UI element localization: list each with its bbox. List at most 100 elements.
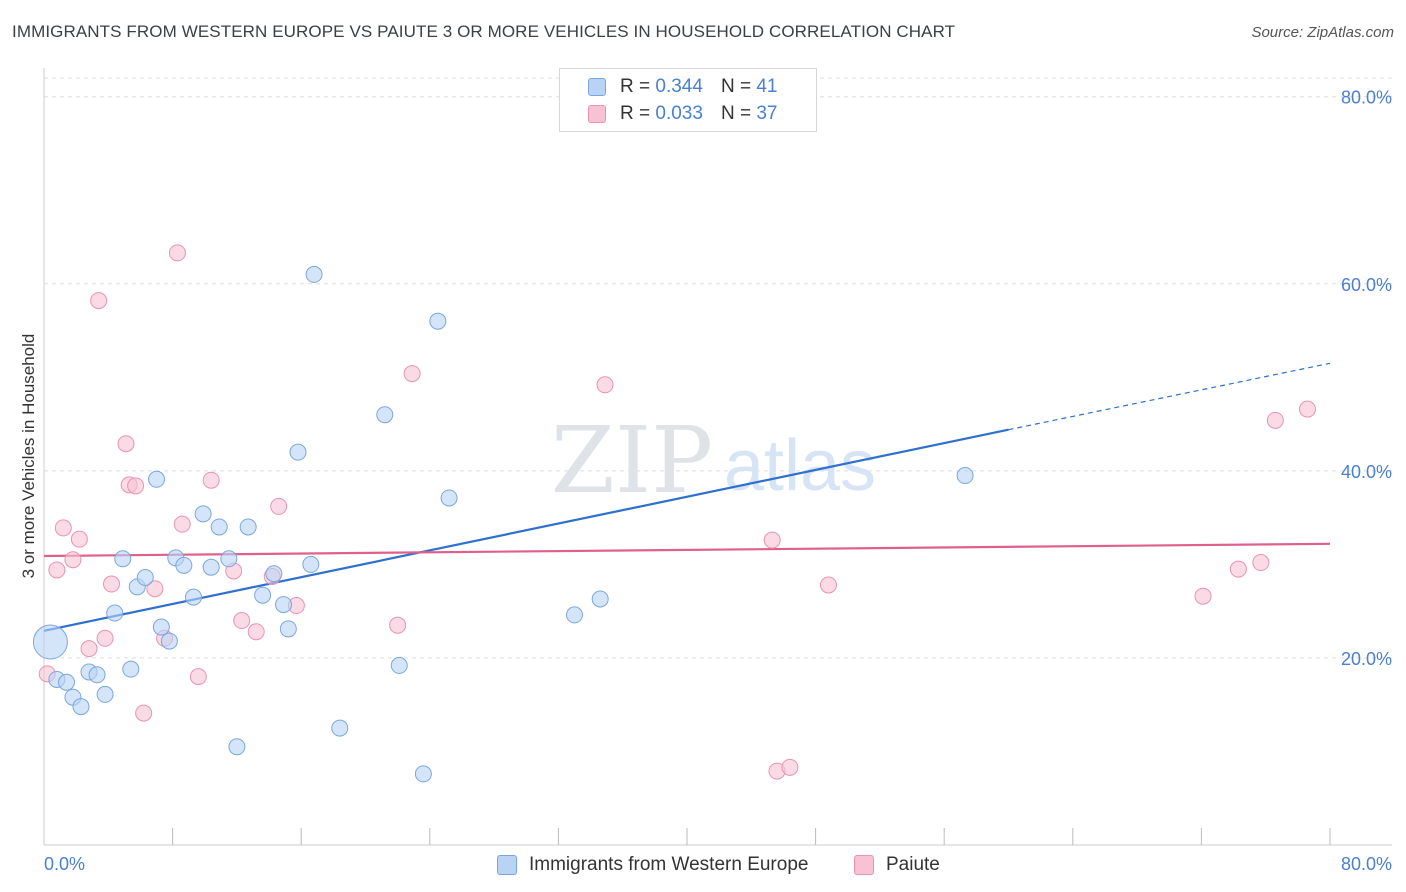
data-point-western-europe [58,673,76,691]
data-point-paiute [781,758,799,776]
data-point-western-europe [376,406,394,424]
data-point-western-europe [96,685,114,703]
legend-r-value: 0.033 [655,103,703,124]
data-point-western-europe [136,568,154,586]
data-point-paiute [763,531,781,549]
data-point-western-europe [106,604,124,622]
data-point-western-europe [565,606,583,624]
data-point-paiute [1229,560,1247,578]
data-point-western-europe [390,656,408,674]
bottom-legend-series1: Immigrants from Western Europe [497,852,808,878]
data-point-western-europe [194,505,212,523]
data-point-paiute [819,576,837,594]
data-point-western-europe [175,556,193,574]
trend-lines [43,362,1331,632]
data-point-paiute [64,551,82,569]
watermark: ZIP atlas [551,407,876,514]
data-point-western-europe [414,765,432,783]
bottom-legend-label-series1: Immigrants from Western Europe [529,854,809,875]
data-point-paiute [117,435,135,453]
trend-line-series2 [43,542,1331,558]
data-point-paiute [403,365,421,383]
data-point-paiute [247,623,265,641]
watermark-atlas: atlas [724,426,876,506]
data-point-paiute [90,292,108,310]
trend-line-extension-series1 [1008,362,1331,431]
legend-n-label: N = [720,103,752,124]
data-point-western-europe [289,443,307,461]
data-point-western-europe [184,588,202,606]
bottom-legend-label-series2: Paiute [886,854,940,875]
data-point-western-europe [254,586,272,604]
legend-swatch-series2 [588,105,606,123]
data-point-western-europe [228,738,246,756]
data-point-paiute [189,668,207,686]
data-point-paiute [1194,587,1212,605]
legend-r-label: R = [620,103,651,124]
bottom-legend-swatch-series2 [854,855,874,875]
data-point-paiute [48,561,66,579]
data-point-paiute [389,616,407,634]
axes [43,68,1392,846]
data-point-paiute [173,515,191,533]
data-point-western-europe [956,467,974,485]
data-point-western-europe [148,470,166,488]
data-point-western-europe [331,719,349,737]
data-point-paiute [127,477,145,495]
data-point-paiute [1266,411,1284,429]
y-tick-label: 20.0% [1341,649,1392,669]
data-point-western-europe [32,624,68,660]
data-point-western-europe [72,698,90,716]
data-point-paiute [1252,554,1270,572]
x-tick-label-max: 80.0% [1341,854,1392,874]
data-point-western-europe [114,550,132,568]
legend: R = 0.344 N = 41 R = 0.033 N = 37 [559,68,817,132]
data-point-western-europe [220,550,238,568]
legend-n-value: 37 [756,103,778,124]
bottom-legend-swatch-series1 [497,855,517,875]
data-point-paiute [233,612,251,630]
data-point-paiute [202,471,220,489]
data-point-western-europe [265,565,283,583]
data-point-western-europe [305,265,323,283]
data-point-paiute [96,629,114,647]
y-tick-label: 80.0% [1341,88,1392,108]
data-point-paiute [103,575,121,593]
data-point-paiute [168,244,186,262]
data-point-paiute [270,497,288,515]
legend-r-value: 0.344 [655,76,703,97]
legend-row-series2: R = 0.033 N = 37 [588,102,777,126]
y-tick-label: 40.0% [1341,462,1392,482]
data-point-western-europe [429,312,447,330]
data-point-paiute [146,580,164,598]
legend-n-value: 41 [756,76,778,97]
source-label: Source: ZipAtlas.com [1251,24,1394,41]
data-points [32,244,1316,783]
y-axis-label: 3 or more Vehicles in Household [19,334,38,579]
data-point-western-europe [88,666,106,684]
tick-labels: 20.0% 40.0% 60.0% 80.0% 0.0% 80.0% [44,88,1392,874]
data-point-western-europe [160,632,178,650]
data-point-paiute [54,519,72,537]
data-point-western-europe [152,618,170,636]
legend-n-label: N = [720,76,752,97]
data-point-western-europe [239,518,257,536]
data-point-western-europe [275,596,293,614]
data-point-western-europe [202,558,220,576]
chart-title: IMMIGRANTS FROM WESTERN EUROPE VS PAIUTE… [12,22,956,41]
data-point-paiute [70,530,88,548]
data-point-western-europe [591,590,609,608]
legend-row-series1: R = 0.344 N = 41 [588,75,777,99]
grid [44,77,1392,659]
data-point-paiute [135,704,153,722]
x-tick-label-min: 0.0% [44,854,85,874]
data-point-western-europe [279,620,297,638]
y-tick-label: 60.0% [1341,275,1392,295]
legend-r-label: R = [620,76,651,97]
data-point-paiute [596,376,614,394]
bottom-legend-series2: Paiute [854,852,940,878]
watermark-zip: ZIP [551,407,713,514]
data-point-western-europe [122,660,140,678]
trend-line-series1 [43,428,1009,632]
